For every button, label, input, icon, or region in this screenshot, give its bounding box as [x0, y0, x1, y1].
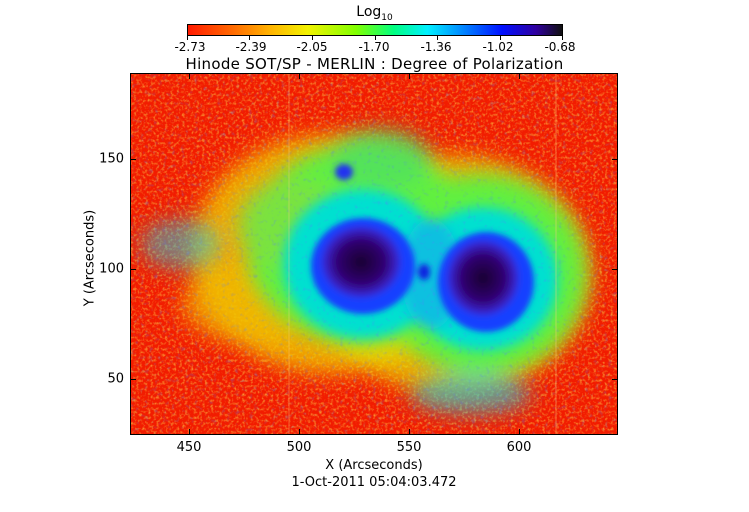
- x-tick: [189, 429, 190, 435]
- colorbar-label: -2.05: [296, 40, 328, 54]
- observation-timestamp: 1-Oct-2011 05:04:03.472: [291, 475, 457, 490]
- colorbar-tick: [312, 36, 313, 40]
- y-tick: [130, 379, 136, 380]
- y-tick: [612, 269, 618, 270]
- colorbar-label: -0.68: [544, 40, 576, 54]
- y-tick: [130, 159, 136, 160]
- colorbar-tick: [375, 36, 376, 40]
- y-axis-title: Y (Arcseconds): [82, 209, 98, 307]
- x-tick: [519, 429, 520, 435]
- x-tick: [409, 429, 410, 435]
- colorbar-tick: [249, 36, 250, 40]
- colorbar-label: -1.36: [420, 40, 452, 54]
- colorbar-tick: [562, 36, 563, 40]
- colorbar-label: -2.39: [235, 40, 267, 54]
- y-tick: [612, 159, 618, 160]
- y-tick-label: 100: [99, 261, 124, 277]
- colorbar-title: Log10: [356, 4, 393, 23]
- x-tick-label: 600: [506, 440, 532, 455]
- x-tick: [299, 73, 300, 79]
- x-tick-label: 500: [286, 440, 312, 455]
- x-tick: [409, 73, 410, 79]
- plot-title: Hinode SOT/SP - MERLIN : Degree of Polar…: [185, 55, 564, 73]
- x-tick: [189, 73, 190, 79]
- polarization-map: [130, 73, 618, 435]
- colorbar-label: -2.73: [174, 40, 206, 54]
- y-tick: [130, 269, 136, 270]
- colorbar-tick: [187, 36, 188, 40]
- y-tick-label: 50: [107, 371, 124, 387]
- y-tick-label: 150: [99, 151, 124, 167]
- x-tick: [299, 429, 300, 435]
- x-tick: [519, 73, 520, 79]
- colorbar-tick: [500, 36, 501, 40]
- x-tick-label: 450: [176, 440, 202, 455]
- x-axis-title: X (Arcseconds): [325, 458, 423, 473]
- sunspot-umbrae: [311, 164, 534, 332]
- colorbar-tick: [437, 36, 438, 40]
- polarization-map-image: [131, 74, 617, 434]
- colorbar-label: -1.02: [482, 40, 514, 54]
- y-tick: [612, 379, 618, 380]
- colorbar-label: -1.70: [358, 40, 390, 54]
- x-tick-label: 550: [396, 440, 422, 455]
- colorbar: [187, 24, 563, 36]
